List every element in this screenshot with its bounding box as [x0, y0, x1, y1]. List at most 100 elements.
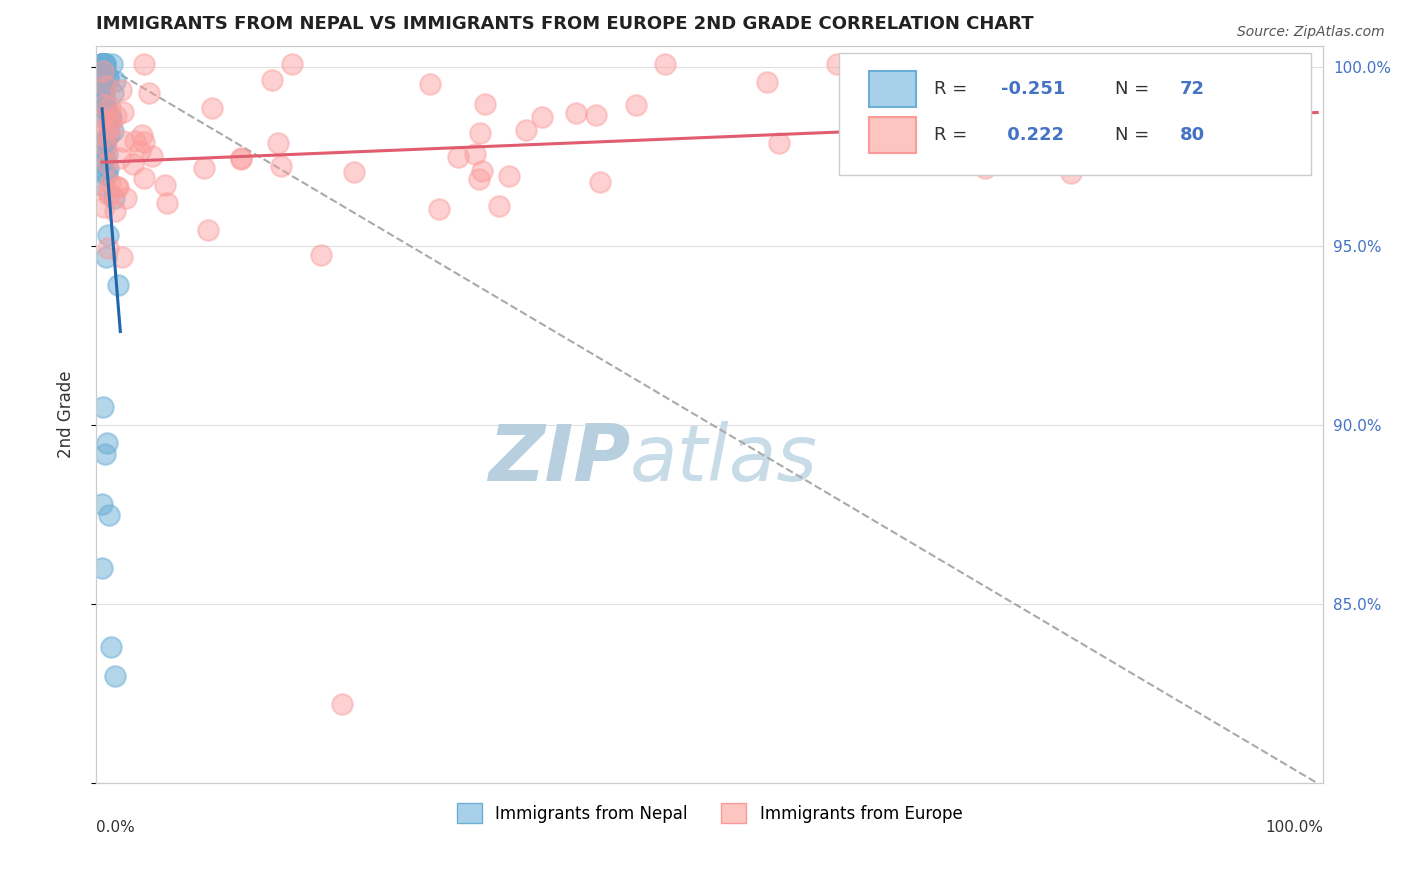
Point [100, 110, 122, 124]
Point [91, 56, 114, 70]
FancyBboxPatch shape [869, 117, 915, 153]
Point [94, 78, 117, 93]
Point [91, 100, 114, 114]
Point [973, 161, 995, 175]
Point [530, 110, 553, 124]
Point [446, 150, 468, 164]
Point [141, 149, 163, 163]
Point [1121, 75, 1143, 89]
Point [97, 227, 120, 242]
Point [105, 180, 128, 194]
Point [91, 90, 114, 104]
Point [98, 188, 121, 202]
Point [94, 133, 117, 147]
Point [156, 196, 179, 211]
Point [825, 56, 848, 70]
Point [97, 508, 120, 522]
Point [155, 178, 177, 192]
Point [91, 85, 114, 99]
FancyBboxPatch shape [869, 71, 915, 107]
Point [93, 56, 115, 70]
Text: ZIP: ZIP [488, 421, 630, 497]
Point [488, 199, 510, 213]
Point [91, 561, 114, 575]
Point [134, 171, 156, 186]
Point [91, 56, 114, 70]
Point [101, 56, 124, 70]
Point [884, 85, 907, 99]
Point [104, 74, 127, 88]
Point [96, 168, 118, 182]
Point [94, 129, 117, 144]
Point [1267, 117, 1289, 131]
Point [93, 86, 115, 100]
Point [197, 223, 219, 237]
Point [654, 56, 676, 70]
Point [132, 135, 155, 149]
Point [96, 147, 118, 161]
Point [91, 56, 114, 70]
Point [91, 87, 114, 101]
Point [111, 250, 134, 264]
Point [96, 241, 118, 255]
Point [94, 63, 117, 78]
Text: N =: N = [1115, 126, 1154, 144]
Point [201, 101, 224, 115]
Point [97, 161, 120, 175]
Point [93, 200, 115, 214]
Point [260, 73, 283, 87]
Point [474, 97, 496, 112]
Point [94, 56, 117, 70]
Point [91, 81, 114, 95]
Point [94, 98, 117, 112]
Point [91, 110, 114, 124]
Point [267, 136, 290, 150]
Point [94, 152, 117, 166]
Point [768, 136, 790, 151]
Point [110, 83, 132, 97]
Point [96, 436, 118, 450]
Point [585, 108, 607, 122]
Point [1060, 166, 1083, 180]
Point [193, 161, 215, 175]
Point [280, 56, 302, 70]
Point [101, 124, 124, 138]
Text: atlas: atlas [630, 421, 818, 497]
Point [114, 191, 136, 205]
Point [98, 121, 121, 136]
Point [97, 112, 120, 127]
Point [624, 97, 647, 112]
Point [467, 171, 489, 186]
Point [93, 91, 115, 105]
Text: 0.222: 0.222 [1001, 126, 1063, 144]
Point [91, 73, 114, 87]
Text: R =: R = [934, 126, 973, 144]
Point [91, 56, 114, 70]
Point [93, 57, 115, 71]
Point [93, 56, 115, 70]
Point [93, 71, 115, 86]
Point [464, 146, 486, 161]
Point [564, 105, 586, 120]
Point [103, 192, 125, 206]
Point [93, 168, 115, 182]
Point [111, 134, 134, 148]
Text: R =: R = [934, 80, 973, 98]
Point [91, 56, 114, 70]
Point [131, 128, 153, 142]
Point [94, 56, 117, 70]
Point [309, 248, 332, 262]
Point [138, 87, 160, 101]
Point [91, 111, 114, 125]
Point [498, 169, 520, 183]
Point [93, 122, 115, 136]
FancyBboxPatch shape [838, 53, 1310, 175]
Point [104, 204, 127, 219]
Point [93, 57, 115, 71]
Point [96, 156, 118, 170]
Point [91, 401, 114, 415]
Point [93, 154, 115, 169]
Point [93, 141, 115, 155]
Point [91, 178, 114, 193]
Point [91, 63, 114, 78]
